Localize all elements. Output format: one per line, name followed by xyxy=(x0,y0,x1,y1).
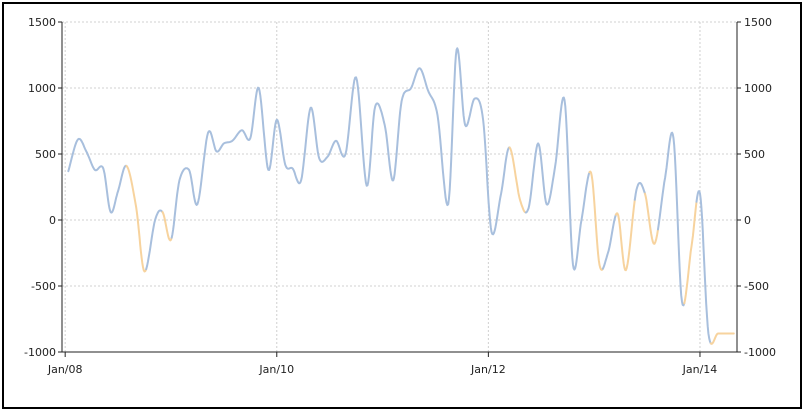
y-tick-label-left: 500 xyxy=(35,148,56,161)
series-line-highlight xyxy=(709,332,735,345)
series-line xyxy=(67,137,128,214)
x-tick-label: Jan/12 xyxy=(470,363,506,376)
series-line xyxy=(633,182,646,201)
series-line xyxy=(657,131,686,307)
x-tick-label: Jan/08 xyxy=(47,363,83,376)
x-tick-label: Jan/14 xyxy=(682,363,718,376)
series-line xyxy=(145,209,164,271)
y-tick-label-left: -1000 xyxy=(24,346,56,359)
y-tick-label-right: 0 xyxy=(744,214,751,227)
series-line-highlight xyxy=(508,146,527,214)
y-tick-label-right: 500 xyxy=(744,148,765,161)
series-line xyxy=(524,96,591,271)
y-tick-label-right: 1000 xyxy=(744,82,772,95)
series-line xyxy=(695,190,712,345)
series-line-highlight xyxy=(644,192,659,245)
y-tick-label-left: -500 xyxy=(31,280,56,293)
y-tick-label-left: 1000 xyxy=(28,82,56,95)
series-line xyxy=(601,213,617,270)
y-tick-label-left: 1500 xyxy=(28,16,56,29)
series-line-highlight xyxy=(125,164,148,273)
y-tick-label-right: -1000 xyxy=(744,346,776,359)
series-line xyxy=(170,47,511,239)
y-tick-label-right: -500 xyxy=(744,280,769,293)
y-tick-label-right: 1500 xyxy=(744,16,772,29)
grid-layer xyxy=(62,21,737,353)
series-line-highlight xyxy=(683,200,698,305)
y-tick-label-left: 0 xyxy=(49,214,56,227)
series-line-highlight xyxy=(614,198,636,272)
tick-label-layer: 1500 1500 1000 1000 500 500 0 0 -500 -500 -1000 -10… xyxy=(24,16,776,376)
series-line-highlight xyxy=(588,170,604,271)
x-tick-label: Jan/10 xyxy=(258,363,294,376)
axis-layer xyxy=(58,21,741,357)
series-line-highlight xyxy=(161,211,173,242)
series-layer xyxy=(67,47,735,345)
